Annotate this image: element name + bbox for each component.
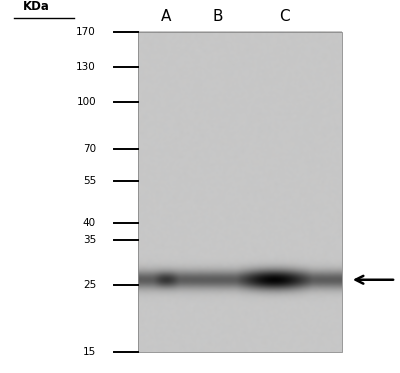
Text: 40: 40 bbox=[83, 218, 96, 228]
Text: B: B bbox=[213, 9, 223, 24]
Text: 15: 15 bbox=[83, 348, 96, 357]
Text: 55: 55 bbox=[83, 176, 96, 186]
Text: 100: 100 bbox=[76, 97, 96, 107]
Text: 170: 170 bbox=[76, 26, 96, 37]
Text: A: A bbox=[161, 9, 171, 24]
Text: 130: 130 bbox=[76, 62, 96, 72]
Text: 25: 25 bbox=[83, 280, 96, 290]
Text: 35: 35 bbox=[83, 235, 96, 245]
Text: C: C bbox=[279, 9, 289, 24]
Text: 70: 70 bbox=[83, 144, 96, 154]
Bar bbox=[138, 32, 342, 352]
Text: KDa: KDa bbox=[22, 0, 50, 13]
